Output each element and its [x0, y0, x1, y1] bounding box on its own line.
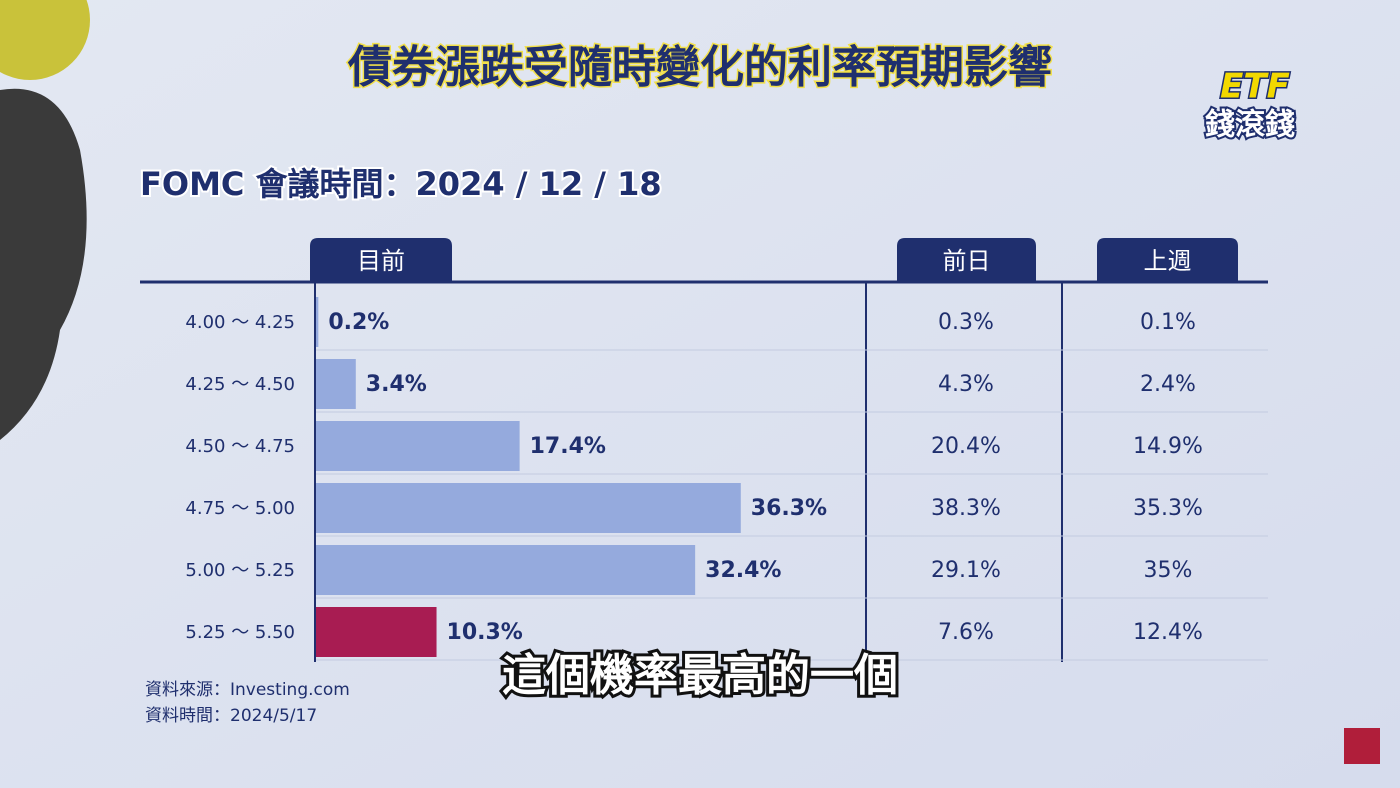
- logo-bottom: 錢滾錢: [1205, 108, 1295, 143]
- table-cell: 0.3%: [938, 310, 994, 335]
- presenter: [0, 88, 87, 440]
- table-cell: 2.4%: [1140, 372, 1196, 397]
- channel-badge: [1344, 728, 1380, 764]
- legend-label: 上週: [1144, 247, 1192, 275]
- bar: [316, 545, 696, 595]
- data-label: 3.4%: [366, 372, 427, 397]
- chart-title: 債券漲跌受隨時變化的利率預期影響: [347, 42, 1052, 93]
- bar: [316, 421, 520, 471]
- bar: [316, 607, 437, 657]
- table-cell: 35.3%: [1133, 496, 1203, 521]
- table-cell: 20.4%: [931, 434, 1001, 459]
- header-tab: [310, 238, 452, 282]
- data-label: 36.3%: [751, 496, 827, 521]
- header-tab: [897, 238, 1036, 282]
- data-label: 10.3%: [447, 620, 523, 645]
- bar: [316, 297, 319, 347]
- y-tick-label: 4.50 ～ 4.75: [185, 436, 295, 457]
- y-tick-label: 5.00 ～ 5.25: [185, 560, 295, 581]
- table-cell: 12.4%: [1133, 620, 1203, 645]
- y-tick-label: 4.25 ～ 4.50: [185, 374, 295, 395]
- table-cell: 38.3%: [931, 496, 1001, 521]
- header-tab: [1097, 238, 1238, 282]
- source-note: 資料來源：Investing.com: [145, 680, 350, 700]
- decor-coin: [0, 0, 90, 80]
- bar: [316, 359, 356, 409]
- source-note: 資料時間：2024/5/17: [145, 706, 317, 726]
- legend-label: 前日: [943, 247, 991, 275]
- table-cell: 35%: [1144, 558, 1193, 583]
- legend-label: 目前: [357, 247, 405, 275]
- y-tick-label: 5.25 ～ 5.50: [185, 622, 295, 643]
- table-cell: 4.3%: [938, 372, 994, 397]
- table-cell: 14.9%: [1133, 434, 1203, 459]
- data-label: 0.2%: [328, 310, 389, 335]
- table-cell: 0.1%: [1140, 310, 1196, 335]
- chart-subtitle: FOMC 會議時間：2024 / 12 / 18: [140, 165, 662, 203]
- table-cell: 7.6%: [938, 620, 994, 645]
- data-label: 32.4%: [705, 558, 781, 583]
- y-tick-label: 4.00 ～ 4.25: [185, 312, 295, 333]
- video-caption: 這個機率最高的一個: [502, 650, 898, 701]
- bar: [316, 483, 741, 533]
- rows: 目前 前日 上週 4.00 ～ 4.25 0.2% 0.3% 0.1% 4.25 ～ 4.50…: [185, 238, 1268, 661]
- table-cell: 29.1%: [931, 558, 1001, 583]
- y-tick-label: 4.75 ～ 5.00: [185, 498, 295, 519]
- data-label: 17.4%: [530, 434, 606, 459]
- logo-top: ETF: [1220, 67, 1290, 107]
